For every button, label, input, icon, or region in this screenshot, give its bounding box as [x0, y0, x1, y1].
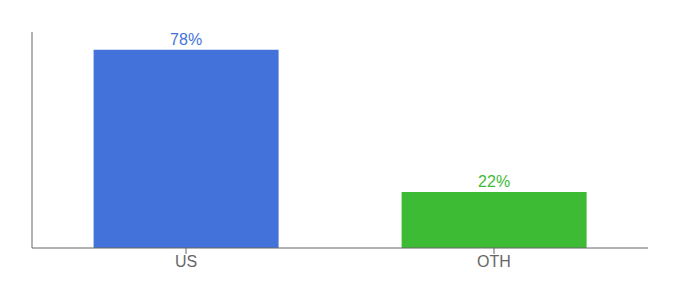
svg-text:78%: 78% — [170, 31, 202, 48]
svg-text:OTH: OTH — [477, 253, 511, 270]
svg-text:22%: 22% — [478, 173, 510, 190]
svg-text:US: US — [175, 253, 197, 270]
